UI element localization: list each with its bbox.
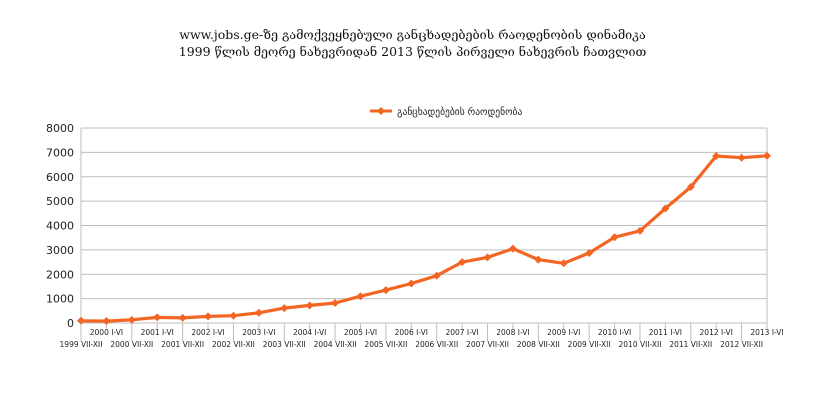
y-tick-label: 0 [67, 317, 74, 330]
data-point [204, 312, 213, 321]
x-tick-label: 1999 VII-XII [60, 340, 103, 349]
data-point [229, 311, 238, 320]
y-tick-label: 2000 [46, 268, 74, 281]
x-tick-label: 2002 I-VI [191, 328, 224, 337]
y-tick-label: 1000 [46, 293, 74, 306]
data-point [686, 182, 695, 191]
x-tick-label: 2000 VII-XII [110, 340, 153, 349]
y-tick-label: 4000 [46, 220, 74, 233]
data-point [280, 304, 289, 313]
x-tick-label: 2006 I-VI [395, 328, 428, 337]
data-point [712, 152, 721, 161]
x-tick-label: 2012 I-VI [700, 328, 733, 337]
data-point [254, 308, 263, 317]
data-point [483, 253, 492, 262]
data-point [635, 226, 644, 235]
legend-label: განცხადებების რაოდენობა [397, 107, 522, 118]
chart-subtitle: 1999 წლის მეორე ნახევრიდან 2013 წლის პირ… [178, 44, 647, 59]
x-tick-label: 2006 VII-XII [415, 340, 458, 349]
x-tick-label: 2009 VII-XII [568, 340, 611, 349]
x-tick-label: 2010 I-VI [598, 328, 631, 337]
data-point [737, 153, 746, 162]
x-tick-label: 2004 VII-XII [314, 340, 357, 349]
data-point [534, 255, 543, 264]
data-point [77, 316, 85, 325]
x-tick-label: 2003 VII-XII [263, 340, 306, 349]
data-point [432, 271, 441, 280]
x-tick-label: 2008 VII-XII [517, 340, 560, 349]
data-point [763, 151, 771, 160]
data-point [381, 286, 390, 295]
x-tick-label: 2001 I-VI [141, 328, 174, 337]
x-tick-label: 2008 I-VI [496, 328, 529, 337]
data-point [407, 279, 416, 288]
y-tick-label: 5000 [46, 195, 74, 208]
chart-title: www.jobs.ge-ზე გამოქვეყნებული განცხადებე… [179, 27, 646, 42]
x-tick-label: 2007 VII-XII [466, 340, 509, 349]
data-point [356, 292, 365, 301]
x-tick-label: 2011 I-VI [649, 328, 682, 337]
x-tick-label: 2004 I-VI [293, 328, 326, 337]
data-point [153, 313, 162, 322]
data-point [559, 259, 568, 268]
x-tick-label: 2009 I-VI [547, 328, 580, 337]
data-point [585, 249, 594, 258]
x-tick-label: 2010 VII-XII [619, 340, 662, 349]
data-point [331, 299, 340, 308]
x-tick-label: 2003 I-VI [242, 328, 275, 337]
y-tick-label: 6000 [46, 171, 74, 184]
legend-swatch-marker [377, 107, 385, 115]
x-tick-label: 2002 VII-XII [212, 340, 255, 349]
x-tick-label: 2013 I-VI [750, 328, 783, 337]
data-point [661, 204, 670, 213]
y-tick-label: 8000 [46, 122, 74, 135]
y-tick-label: 3000 [46, 244, 74, 257]
data-point [508, 244, 517, 253]
series-line [79, 154, 769, 323]
x-tick-label: 2011 VII-XII [669, 340, 712, 349]
x-tick-label: 2001 VII-XII [161, 340, 204, 349]
y-tick-label: 7000 [46, 146, 74, 159]
data-point [458, 258, 467, 267]
x-tick-label: 2007 I-VI [445, 328, 478, 337]
x-tick-label: 2012 VII-XII [720, 340, 763, 349]
data-point [102, 317, 111, 326]
x-tick-label: 2005 I-VI [344, 328, 377, 337]
data-point [127, 315, 136, 324]
data-point [178, 313, 187, 322]
x-tick-label: 2005 VII-XII [364, 340, 407, 349]
x-tick-label: 2000 I-VI [90, 328, 123, 337]
data-point [305, 301, 314, 310]
data-point [610, 233, 619, 242]
